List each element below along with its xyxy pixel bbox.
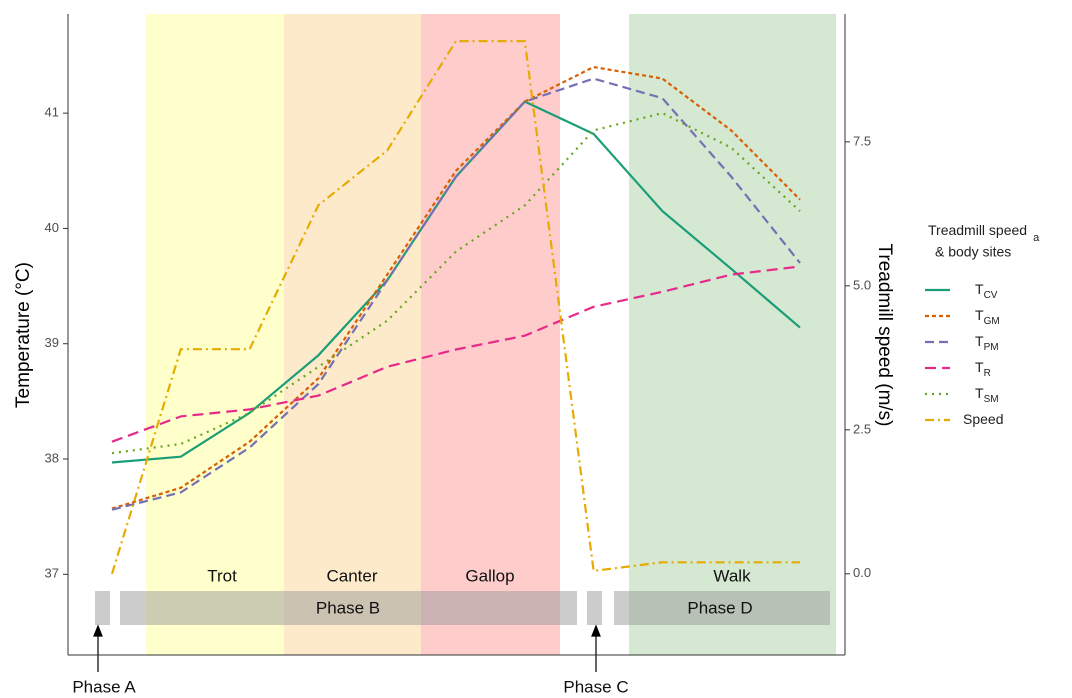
legend-name: Speed: [963, 411, 1003, 427]
phase-bars: [95, 591, 830, 625]
phase-bar: [120, 591, 577, 625]
phase-label: Phase B: [316, 598, 380, 617]
series-line: [110, 40, 800, 575]
legend-name: T: [975, 385, 984, 401]
y2-tick-label: 2.5: [853, 421, 871, 436]
legend-title-line2: & body sites: [935, 244, 1011, 260]
band-gallop: [421, 14, 560, 655]
phase-bar: [614, 591, 830, 625]
axes: [67, 14, 846, 656]
y-tick-label: 39: [45, 335, 59, 350]
legend-subscript: CV: [984, 290, 998, 301]
legend-subscript: R: [984, 368, 991, 379]
gait-label: Canter: [326, 566, 377, 585]
legend-label: TPM: [975, 333, 999, 353]
legend-label: TGM: [975, 307, 1000, 327]
legend-subscript: SM: [984, 394, 999, 405]
phase-arrows: [93, 624, 601, 672]
legend-title: Treadmill speed a: [928, 222, 1040, 244]
legend-name: T: [975, 307, 984, 323]
y-tick-label: 40: [45, 220, 59, 235]
legend-label: Speed: [963, 411, 1003, 427]
y2-tick-label: 0.0: [853, 565, 871, 580]
phase-label: Phase C: [563, 677, 628, 696]
phase-label: Phase A: [72, 677, 136, 696]
legend-subscript: GM: [984, 316, 1000, 327]
gait-label: Gallop: [465, 566, 514, 585]
y-tick-label: 37: [45, 566, 59, 581]
series-line: [111, 265, 801, 443]
legend-label: TCV: [975, 281, 998, 301]
gait-bands: [146, 14, 836, 655]
y-tick-label: 38: [45, 450, 59, 465]
arrowhead: [93, 624, 103, 637]
band-trot: [146, 14, 284, 655]
legend-label: TR: [975, 359, 991, 379]
phase-label: Phase D: [687, 598, 752, 617]
y2-axis-title: Treadmill speed (m/s): [874, 243, 895, 426]
legend-subscript: PM: [984, 342, 999, 353]
legend-name: T: [975, 281, 984, 297]
gait-label: Walk: [713, 566, 751, 585]
y-axis-title: Temperature (°C): [13, 262, 34, 408]
legend-label: TSM: [975, 385, 999, 405]
phase-bar: [95, 591, 110, 625]
legend-title-text: Treadmill speed: [928, 222, 1027, 238]
y2-tick-label: 5.0: [853, 277, 871, 292]
band-canter: [284, 14, 421, 655]
series-line: [111, 65, 801, 510]
y2-tick-label: 7.5: [853, 133, 871, 148]
band-walk: [629, 14, 836, 655]
series-line: [111, 111, 801, 455]
gait-label: Trot: [207, 566, 237, 585]
series-line: [111, 77, 801, 511]
legend-title-subscript: a: [1033, 232, 1040, 244]
legend-name: T: [975, 333, 984, 349]
phase-bar: [587, 591, 602, 625]
arrowhead: [591, 624, 601, 637]
y-tick-label: 41: [45, 105, 59, 120]
legend-name: T: [975, 359, 984, 375]
